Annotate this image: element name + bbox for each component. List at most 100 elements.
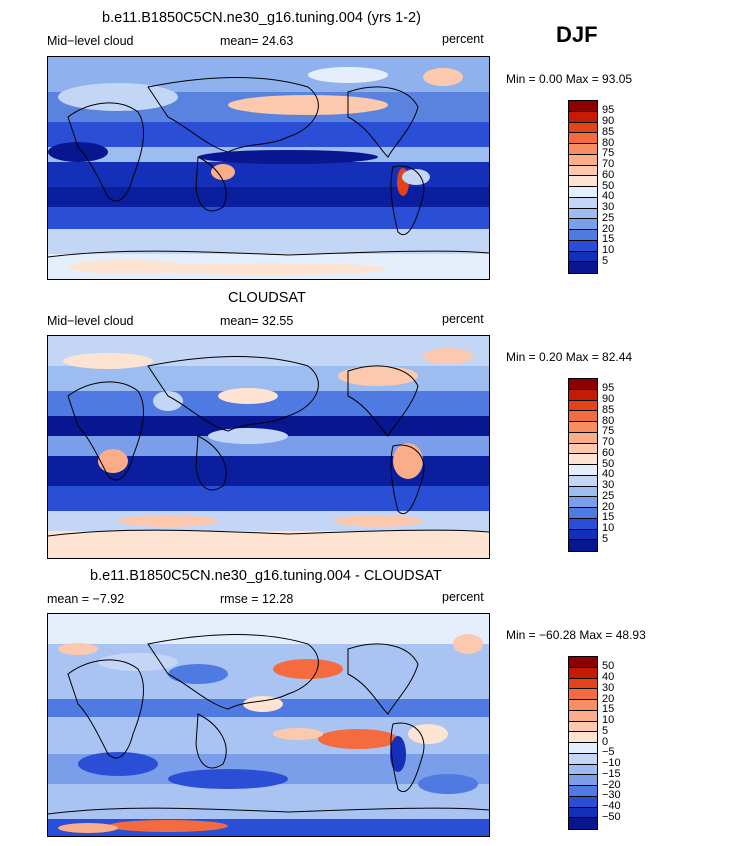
colorbar-swatch: [569, 422, 597, 433]
colorbar-tick-label: 80: [602, 136, 615, 149]
colorbar-tick-label: 20: [602, 222, 615, 235]
colorbar-swatch: [569, 796, 597, 808]
colorbar-tick-label: 50: [602, 660, 615, 673]
colorbar-swatch: [569, 486, 597, 498]
colorbar-swatch: [569, 721, 597, 733]
colorbar-swatch: [569, 240, 597, 252]
colorbar-tick-label: 75: [602, 147, 615, 160]
panel-2-minmax: Min = 0.20 Max = 82.44: [506, 350, 633, 364]
colorbar-swatch: [569, 818, 597, 829]
colorbar-swatch: [569, 678, 597, 690]
colorbar-tick-label: 70: [602, 158, 615, 170]
colorbar-swatch: [569, 219, 597, 230]
panel-1-minmax: Min = 0.00 Max = 93.05: [506, 72, 633, 86]
panel-3-colorbar: [568, 656, 598, 830]
colorbar-swatch: [569, 230, 597, 241]
colorbar-tick-label: −5: [602, 746, 615, 759]
panel-2-units-label: percent: [442, 312, 484, 326]
panel-3-mean-label: mean = −7.92: [47, 592, 125, 606]
colorbar-swatch: [569, 529, 597, 541]
season-label: DJF: [556, 22, 598, 47]
colorbar-swatch: [569, 743, 597, 754]
colorbar-swatch: [569, 262, 597, 273]
panel-3-units-label: percent: [442, 590, 484, 604]
panel-2-colorbar: [568, 378, 598, 552]
colorbar-swatch: [569, 786, 597, 797]
colorbar-tick-label: 50: [602, 457, 615, 470]
colorbar-swatch: [569, 775, 597, 786]
colorbar-tick-label: 90: [602, 115, 615, 127]
colorbar-swatch: [569, 465, 597, 476]
colorbar-tick-label: 40: [602, 671, 615, 683]
colorbar-tick-label: 15: [602, 703, 615, 716]
panel-1-mean-label: mean= 24.63: [220, 34, 294, 48]
colorbar-tick-label: 95: [602, 382, 615, 395]
panel-1-units-label: percent: [442, 32, 484, 46]
colorbar-swatch: [569, 379, 597, 390]
panel-3-rmse-label: rmse = 12.28: [220, 592, 294, 606]
colorbar-tick-label: −40: [602, 800, 621, 812]
colorbar-swatch: [569, 807, 597, 819]
colorbar-tick-label: 60: [602, 168, 615, 181]
panel-3-title: b.e11.B1850C5CN.ne30_g16.tuning.004 - CL…: [90, 568, 442, 584]
colorbar-tick-label: 25: [602, 211, 615, 224]
colorbar-swatch: [569, 443, 597, 455]
colorbar-tick-label: 30: [602, 479, 615, 491]
colorbar-tick-label: 15: [602, 511, 615, 524]
colorbar-tick-label: −30: [602, 789, 621, 802]
colorbar-tick-label: −50: [602, 810, 621, 823]
colorbar-swatch: [569, 122, 597, 134]
colorbar-swatch: [569, 689, 597, 700]
colorbar-tick-label: 75: [602, 425, 615, 438]
colorbar-swatch: [569, 111, 597, 123]
colorbar-tick-label: −20: [602, 778, 621, 791]
colorbar-swatch: [569, 497, 597, 508]
colorbar-swatch: [569, 165, 597, 177]
colorbar-swatch: [569, 187, 597, 198]
colorbar-swatch: [569, 732, 597, 743]
colorbar-swatch: [569, 657, 597, 668]
panel-2-mean-label: mean= 32.55: [220, 314, 294, 328]
colorbar-tick-label: 80: [602, 414, 615, 427]
colorbar-swatch: [569, 208, 597, 220]
colorbar-tick-label: 95: [602, 104, 615, 117]
colorbar-swatch: [569, 411, 597, 422]
colorbar-swatch: [569, 454, 597, 465]
colorbar-swatch: [569, 667, 597, 679]
colorbar-tick-label: 15: [602, 233, 615, 246]
colorbar-swatch: [569, 176, 597, 187]
colorbar-swatch: [569, 764, 597, 776]
colorbar-tick-label: 20: [602, 692, 615, 705]
colorbar-tick-label: 85: [602, 125, 615, 138]
panel-2-map: [47, 335, 490, 559]
panel-3-minmax: Min = −60.28 Max = 48.93: [506, 628, 646, 642]
colorbar-tick-label: 25: [602, 489, 615, 502]
colorbar-tick-label: 10: [602, 522, 615, 534]
colorbar-tick-label: 20: [602, 500, 615, 513]
colorbar-swatch: [569, 710, 597, 722]
panel-2-variable-label: Mid−level cloud: [47, 314, 134, 328]
colorbar-swatch: [569, 508, 597, 519]
panel-1-colorbar: [568, 100, 598, 274]
colorbar-swatch: [569, 700, 597, 711]
colorbar-tick-label: 85: [602, 403, 615, 416]
colorbar-tick-label: −10: [602, 757, 621, 769]
colorbar-tick-label: 70: [602, 436, 615, 448]
colorbar-swatch: [569, 144, 597, 155]
colorbar-swatch: [569, 133, 597, 144]
panel-1-map: [47, 56, 490, 280]
colorbar-swatch: [569, 753, 597, 765]
colorbar-tick-label: −15: [602, 767, 621, 780]
panel-2-title: CLOUDSAT: [228, 290, 306, 306]
colorbar-tick-label: 90: [602, 393, 615, 405]
panel-1-variable-label: Mid−level cloud: [47, 34, 134, 48]
colorbar-swatch: [569, 540, 597, 551]
colorbar-tick-label: 50: [602, 179, 615, 192]
colorbar-tick-label: 0: [602, 735, 609, 748]
colorbar-tick-label: 10: [602, 714, 615, 726]
colorbar-swatch: [569, 432, 597, 444]
colorbar-swatch: [569, 475, 597, 487]
colorbar-swatch: [569, 389, 597, 401]
colorbar-tick-label: 40: [602, 190, 615, 203]
colorbar-swatch: [569, 154, 597, 166]
